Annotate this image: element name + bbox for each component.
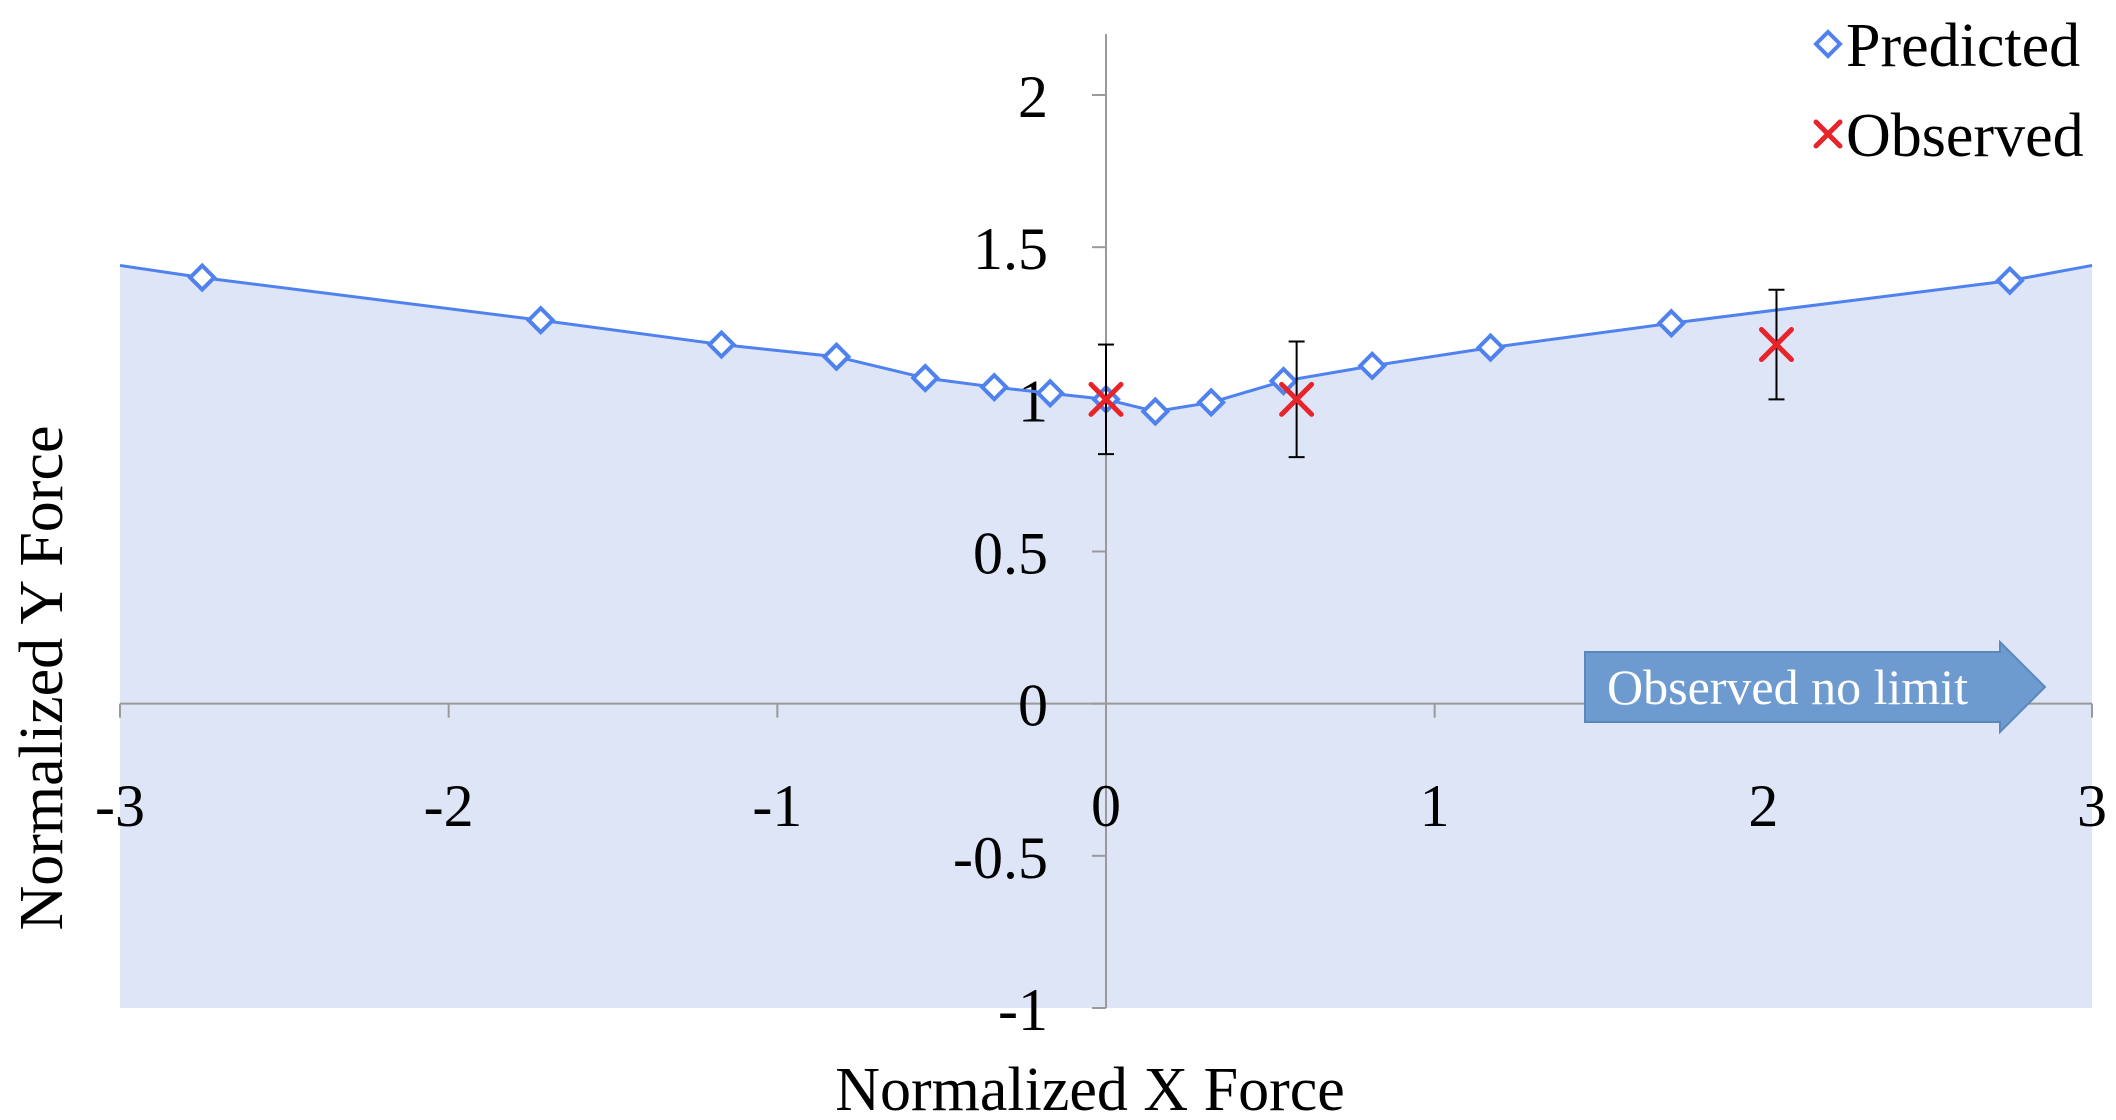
x-tick-label: 1 — [1420, 773, 1450, 839]
legend-observed-marker-b — [1813, 119, 1843, 149]
predicted-point — [910, 363, 941, 393]
predicted-point — [706, 329, 737, 360]
y-tick-label: -1 — [998, 977, 1048, 1043]
legend-observed-label: Observed — [1846, 102, 2084, 170]
x-tick-label: 2 — [1748, 773, 1778, 839]
y-tick-label: 1.5 — [973, 216, 1048, 282]
x-tick-label: -1 — [752, 773, 802, 839]
predicted-point — [1995, 265, 2025, 296]
predicted-point — [821, 341, 852, 372]
legend-predicted-marker — [1813, 29, 1843, 59]
x-tick-label: 3 — [2077, 773, 2107, 839]
predicted-point — [1656, 308, 1687, 339]
y-axis-title: Normalized Y Force — [8, 426, 76, 931]
predicted-point — [187, 262, 217, 293]
series-layer — [119, 262, 2093, 459]
observed-no-limit-label: Observed no limit — [1607, 659, 1968, 715]
annotation-layer: Observed no limit — [1584, 639, 2047, 735]
x-tick-label: -3 — [95, 773, 145, 839]
predicted-point — [525, 305, 556, 336]
y-tick-label: 0 — [1018, 673, 1048, 739]
predicted-point — [1475, 332, 1506, 363]
predicted-point — [979, 372, 1010, 402]
predicted-point — [1140, 396, 1171, 427]
x-axis-title: Normalized X Force — [835, 1056, 1345, 1120]
observed-no-limit-arrow — [1584, 639, 2047, 735]
y-tick-label: 1 — [1018, 368, 1048, 434]
y-tick-label: 0.5 — [973, 521, 1048, 587]
axes-layer: -3 -2 -1 0 1 2 3 -1 -0.5 0 0.5 1 1.5 2 Normalized X Fo… — [8, 34, 2107, 1120]
y-tick-label: -0.5 — [953, 825, 1048, 891]
x-tick-label: -2 — [424, 773, 474, 839]
predicted-point — [1268, 366, 1299, 396]
predicted-point — [1196, 387, 1227, 418]
observed-point-stroke-b — [1279, 381, 1315, 417]
x-tick-label: 0 — [1091, 773, 1121, 839]
predicted-point — [1035, 378, 1065, 409]
legend-predicted-label: Predicted — [1846, 12, 2080, 80]
y-tick-label: 2 — [1018, 64, 1048, 130]
observed-point-stroke-b — [1758, 327, 1794, 363]
observed-point-stroke-b — [1088, 381, 1124, 417]
predicted-point — [1357, 351, 1388, 381]
legend: Predicted Observed — [1813, 12, 2084, 170]
